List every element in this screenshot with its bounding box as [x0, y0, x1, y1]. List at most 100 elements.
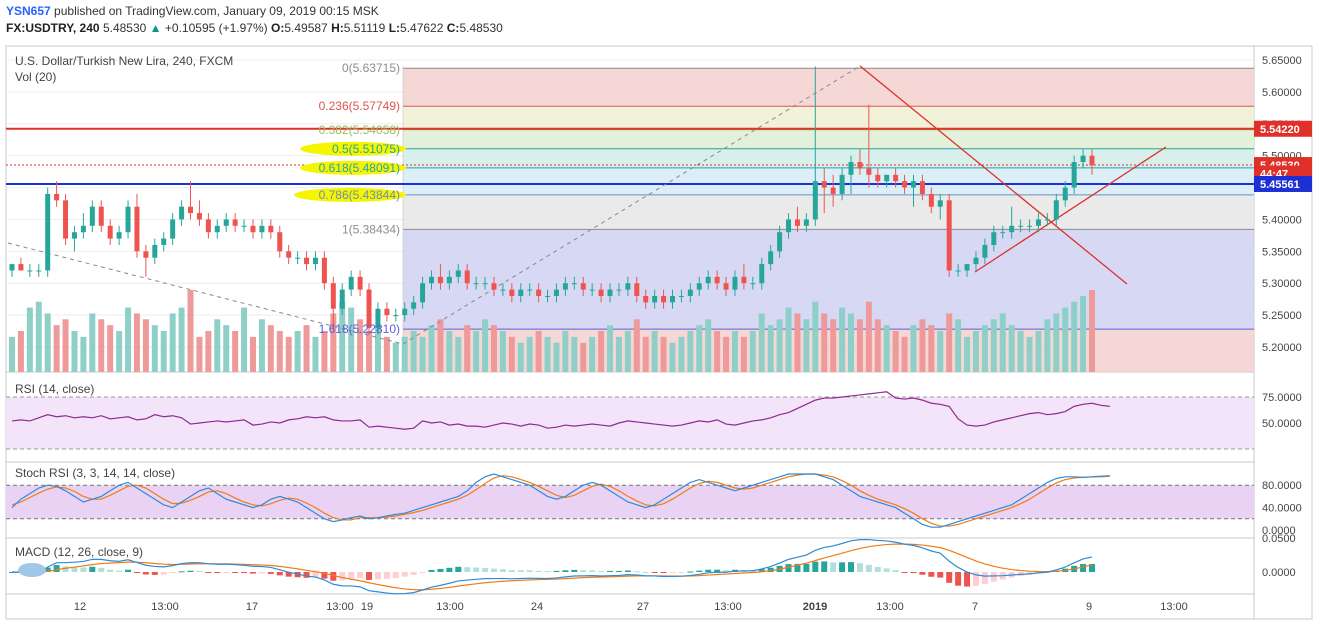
candle-body: [1000, 232, 1006, 234]
volume-bar: [383, 336, 390, 372]
volume-bar: [928, 325, 935, 372]
macd-histogram-bar: [499, 569, 506, 572]
volume-bar: [285, 336, 292, 372]
trend-dashed-line: [7, 242, 404, 345]
volume-bar: [321, 331, 328, 372]
volume-bar: [187, 290, 194, 372]
low-value: 5.47622: [400, 21, 444, 35]
candle-body: [161, 238, 167, 245]
volume-bar: [419, 336, 426, 372]
volume-bar: [705, 319, 712, 372]
volume-bar: [624, 331, 631, 372]
macd-histogram-bar: [348, 572, 355, 579]
volume-bar: [776, 319, 783, 372]
fib-label: 0.618(5.48091): [319, 161, 400, 175]
candle-body: [661, 295, 667, 303]
macd-histogram-bar: [205, 572, 212, 573]
candle-body: [910, 181, 916, 188]
time-tick: 13:00: [436, 601, 464, 613]
price-tick: 5.65000: [1262, 55, 1302, 67]
volume-bar: [526, 336, 533, 372]
time-tick: 17: [246, 601, 258, 613]
volume-bar: [241, 307, 248, 372]
volume-bar: [517, 342, 524, 372]
candle-body: [509, 289, 515, 296]
uptrend-line: [974, 146, 1167, 273]
macd-histogram-bar: [839, 562, 846, 572]
macd-histogram-bar: [848, 562, 855, 572]
macd-histogram-bar: [580, 570, 587, 572]
macd-histogram-bar: [607, 570, 614, 572]
volume-bar: [839, 307, 846, 372]
candle-body: [1080, 155, 1086, 163]
author-link[interactable]: YSN657: [6, 4, 51, 18]
volume-bar: [553, 342, 560, 372]
volume-bar: [116, 331, 123, 372]
candle-body: [571, 283, 577, 285]
fib-label: 1(5.38434): [342, 222, 400, 236]
macd-histogram-bar: [44, 567, 51, 572]
macd-histogram-bar: [366, 572, 373, 580]
macd-signal-line: [11, 543, 1093, 591]
fib-zone: [403, 194, 1254, 230]
macd-histogram-bar: [151, 572, 158, 575]
rsi-tick: 50.0000: [1262, 418, 1302, 430]
candle-body: [54, 193, 60, 201]
volume-bar: [865, 301, 872, 372]
price-axis-pane: [1253, 45, 1313, 620]
macd-histogram-bar: [223, 572, 230, 573]
macd-histogram-bar: [169, 572, 176, 574]
macd-histogram-bar: [615, 570, 622, 572]
time-tick: 13:00: [326, 601, 354, 613]
candle-body: [1009, 225, 1015, 233]
macd-histogram-bar: [821, 561, 828, 572]
macd-histogram-bar: [53, 565, 60, 572]
macd-histogram-bar: [249, 572, 256, 574]
macd-histogram-bar: [357, 572, 364, 579]
candle-body: [518, 289, 524, 296]
time-tick: 24: [531, 601, 543, 613]
volume-bar: [651, 331, 658, 372]
macd-histogram-bar: [107, 569, 114, 572]
fib-highlight: [300, 160, 406, 175]
volume-bar: [830, 319, 837, 372]
candle-body: [89, 206, 95, 226]
macd-histogram-bar: [633, 571, 640, 573]
volume-bar: [303, 325, 310, 372]
volume-bar: [821, 313, 828, 372]
volume-bar: [767, 325, 774, 372]
candle-body: [982, 244, 988, 258]
candle-body: [678, 295, 684, 297]
candle-body: [348, 276, 354, 290]
candle-body: [464, 270, 470, 284]
macd-histogram-bar: [455, 566, 462, 572]
stoch-tick: 80.0000: [1262, 480, 1302, 492]
macd-histogram-bar: [651, 572, 658, 573]
volume-bar: [633, 319, 640, 372]
stoch-tick: 0.0000: [1262, 525, 1296, 537]
candle-body: [696, 283, 702, 290]
candle-body: [259, 225, 265, 233]
fib-label: 0(5.63715): [342, 61, 400, 75]
candle-body: [902, 181, 908, 188]
time-tick: 19: [361, 601, 373, 613]
macd-histogram-bar: [723, 570, 730, 572]
volume-bar: [366, 331, 373, 372]
candle-body: [482, 283, 488, 285]
macd-histogram-bar: [312, 572, 319, 578]
volume-bar: [749, 331, 756, 372]
candle-body: [71, 232, 77, 239]
volume-bar: [615, 336, 622, 372]
macd-histogram-bar: [589, 570, 596, 572]
candle-body: [98, 206, 104, 226]
volume-bar: [696, 325, 703, 372]
candle-body: [411, 302, 417, 309]
tradingview-logo-icon: [18, 563, 46, 577]
candle-body: [134, 206, 140, 252]
candle-body: [429, 276, 435, 284]
volume-bar: [80, 336, 87, 372]
macd-histogram-bar: [705, 569, 712, 572]
close-value: 5.48530: [459, 21, 503, 35]
candle-body: [80, 225, 86, 233]
